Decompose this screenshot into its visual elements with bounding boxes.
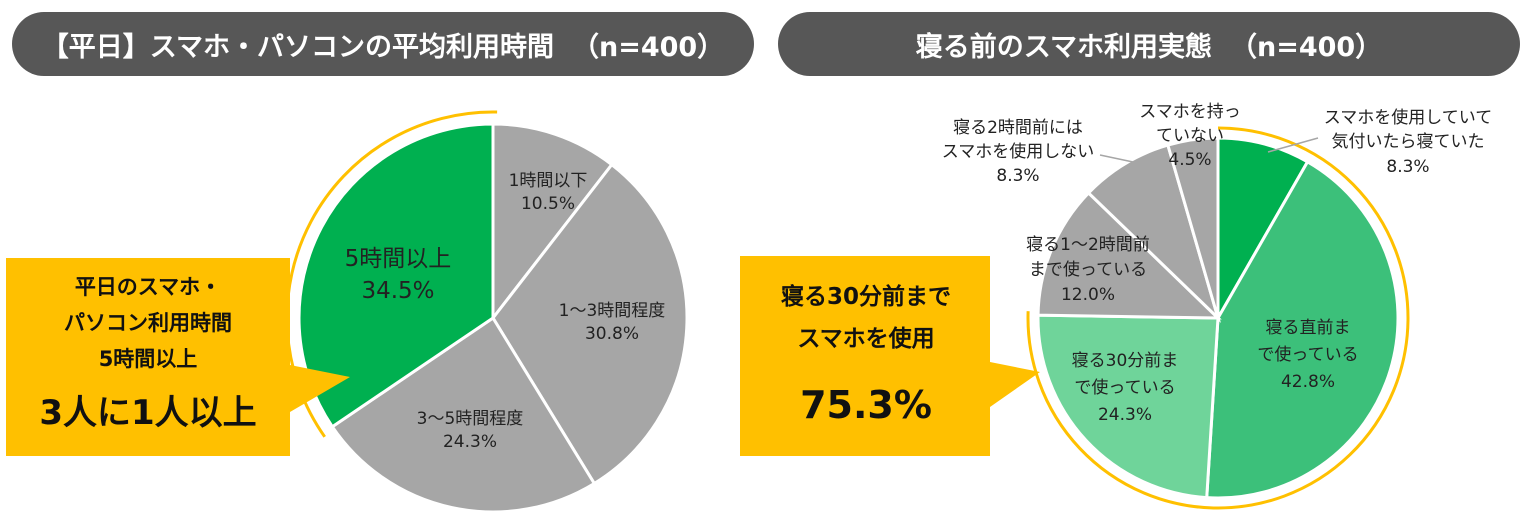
left-callout-line-3: 5時間以上 (99, 347, 198, 371)
right-slice-value-6: 4.5% (1168, 150, 1211, 170)
right-slice-value-3: 24.3% (1098, 405, 1152, 425)
right-slice-label-1a: スマホを使用していて気付いたら寝ていた (1324, 107, 1492, 152)
left-slice-label-4: 5時間以上 (345, 246, 452, 272)
left-callout-emphasis: 3人に1人以上 (39, 393, 256, 433)
right-slice-3 (1036, 313, 1220, 500)
right-callout-emphasis: 75.3% (800, 383, 932, 427)
left-slice-label-2: 1～3時間程度 (559, 301, 666, 321)
right-slice-label-4b: まで使っている (1029, 259, 1147, 280)
right-chart-sample-size: （n=400） (1229, 31, 1383, 63)
left-slice-value-3: 24.3% (443, 432, 497, 452)
right-slice-label-5b: スマホを使用しない (942, 141, 1095, 162)
right-slice-value-1: 8.3% (1386, 157, 1429, 177)
left-slice-2 (491, 162, 689, 486)
right-slice-1 (1216, 136, 1310, 324)
left-chart-sample-size: （n=400） (571, 31, 725, 63)
right-callout-line-2: スマホを使用 (797, 326, 934, 352)
left-slice-label-3: 3～5時間程度 (417, 409, 524, 429)
left-slice-3 (330, 315, 597, 514)
right-slice-label-3b: で使っている (1074, 377, 1175, 398)
right-slice-label-3a: 寝る30分前ま (1072, 350, 1179, 371)
left-callout: 平日のスマホ・ パソコン利用時間 5時間以上 3人に1人以上 (6, 258, 350, 456)
right-slice-2 (1205, 159, 1400, 500)
right-slice-label-4a: 寝る1～2時間前 (1026, 234, 1150, 255)
right-slice-label-6b: ていない (1156, 126, 1224, 146)
right-callout-line-1: 寝る30分前まで (781, 283, 951, 310)
right-slice-value-5: 8.3% (996, 166, 1039, 186)
right-slice-label-2a: 寝る直前ま (1266, 317, 1351, 338)
left-chart-title-text: 【平日】スマホ・パソコンの平均利用時間 (41, 31, 554, 63)
left-slice-1 (491, 122, 614, 323)
left-slice-value-4: 34.5% (361, 278, 434, 304)
left-slice-value-2: 30.8% (585, 324, 639, 344)
left-pie-chart: 1時間以下 10.5% 1～3時間程度 30.8% 3～5時間程度 24.3% … (285, 110, 689, 514)
right-slice-value-4: 12.0% (1061, 285, 1115, 305)
right-pie-chart: スマホを使用していて気付いたら寝ていた 8.3% 寝る直前ま で使っている 42… (942, 102, 1492, 510)
right-leader-1 (1267, 137, 1319, 153)
right-slice-6 (1166, 136, 1220, 319)
right-slice-value-2: 42.8% (1281, 372, 1335, 392)
right-leader-5 (1099, 154, 1134, 163)
right-callout: 寝る30分前まで スマホを使用 75.3% (740, 256, 1040, 456)
right-chart-title-text: 寝る前のスマホ利用実態 (915, 31, 1212, 63)
right-slice-label-2b: で使っている (1257, 344, 1358, 365)
left-slice-label-1: 1時間以下 (509, 171, 588, 191)
left-callout-line-2: パソコン利用時間 (64, 311, 232, 335)
right-highlight-arc (1026, 126, 1410, 510)
right-slice-label-6a: スマホを持っ (1139, 102, 1241, 122)
right-chart-title: 寝る前のスマホ利用実態 （n=400） (778, 12, 1520, 76)
right-slice-label-5a: 寝る2時間前には (953, 117, 1083, 138)
right-slice-5 (1086, 143, 1222, 323)
left-callout-line-1: 平日のスマホ・ (75, 275, 221, 299)
left-slice-value-1: 10.5% (521, 194, 575, 214)
left-chart-title: 【平日】スマホ・パソコンの平均利用時間 （n=400） (12, 12, 754, 76)
right-slice-4 (1036, 190, 1222, 320)
